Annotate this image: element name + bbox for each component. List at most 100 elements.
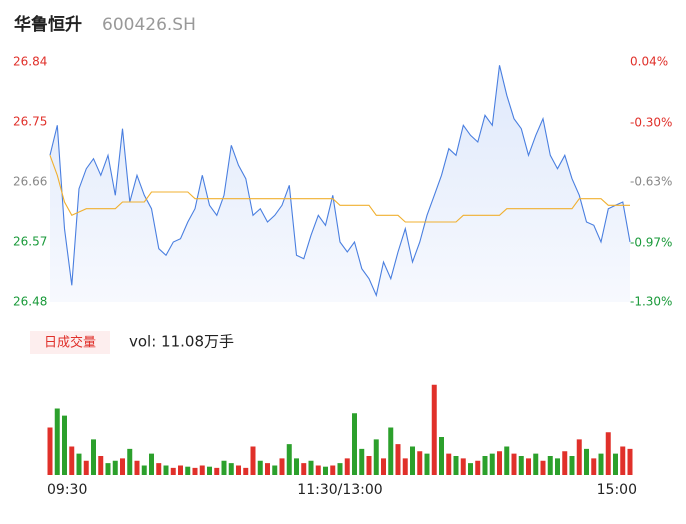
volume-bar	[286, 444, 292, 475]
volume-bar	[120, 458, 125, 475]
x-tick-label: 15:00	[597, 482, 637, 498]
y2-tick-label: -1.30%	[630, 295, 672, 309]
volume-button-label[interactable]: 日成交量	[44, 335, 96, 351]
volume-bar	[54, 408, 60, 475]
y-tick-label: 26.48	[13, 295, 47, 309]
volume-bar	[475, 460, 481, 475]
price-line	[49, 65, 631, 298]
volume-bar	[453, 456, 459, 475]
volume-bar	[562, 451, 568, 475]
volume-bar	[112, 460, 118, 475]
volume-bar	[359, 448, 365, 475]
volume-bar	[257, 460, 263, 475]
volume-bar	[178, 465, 183, 475]
price-area	[50, 65, 630, 302]
volume-bar	[156, 463, 162, 475]
volume-bar	[185, 466, 191, 475]
volume-bar	[584, 448, 589, 475]
volume-bar	[482, 456, 488, 475]
volume-bar	[410, 446, 415, 475]
volume-bar	[330, 465, 336, 475]
volume-bar	[308, 460, 314, 475]
volume-bar	[627, 448, 633, 475]
volume-bar	[294, 458, 299, 475]
volume-bar	[199, 465, 205, 475]
volume-bar	[402, 458, 408, 475]
volume-bar	[228, 463, 234, 475]
volume-bar	[221, 460, 227, 475]
volume-bar	[395, 444, 401, 475]
volume-bar	[207, 466, 212, 475]
y2-tick-label: 0.04%	[630, 55, 668, 69]
volume-bar	[366, 456, 372, 475]
volume-bar	[214, 467, 220, 475]
volume-bar	[460, 458, 466, 475]
volume-bar	[344, 458, 350, 475]
volume-bar	[373, 439, 379, 475]
volume-bar	[555, 458, 560, 475]
volume-bar	[526, 458, 531, 475]
volume-bar	[468, 463, 473, 475]
volume-bar	[511, 453, 517, 475]
volume-bar	[613, 453, 618, 475]
volume-bar	[598, 453, 604, 475]
volume-bar	[417, 451, 423, 475]
y-tick-label: 26.75	[13, 115, 47, 129]
y-tick-label: 26.84	[13, 55, 47, 69]
volume-bar	[76, 453, 82, 475]
volume-bar	[431, 384, 437, 475]
volume-bar	[250, 446, 256, 475]
volume-bar	[540, 460, 546, 475]
volume-bar	[127, 448, 133, 475]
volume-bar	[315, 465, 321, 475]
volume-bar	[98, 456, 104, 475]
x-tick-label: 09:30	[47, 482, 87, 498]
volume-bar	[105, 463, 111, 475]
volume-label: vol: 11.08万手	[129, 333, 234, 351]
volume-bar	[518, 456, 524, 475]
y2-tick-label: -0.30%	[630, 115, 672, 129]
volume-bar	[69, 446, 75, 475]
volume-bar	[134, 460, 140, 475]
volume-bar	[279, 458, 285, 475]
volume-bar	[163, 465, 169, 475]
y-tick-label: 26.66	[13, 175, 47, 189]
volume-bar	[62, 415, 67, 475]
volume-bar	[301, 463, 307, 475]
volume-button[interactable]	[30, 331, 110, 354]
volume-bar	[83, 460, 89, 475]
volume-bar	[446, 453, 452, 475]
volume-bar	[569, 456, 575, 475]
volume-bar	[489, 453, 495, 475]
volume-bar	[352, 413, 357, 475]
volume-bar	[591, 458, 597, 475]
y-tick-label: 26.57	[13, 235, 47, 249]
volume-bar	[533, 453, 539, 475]
volume-bar	[170, 467, 176, 475]
volume-bar	[547, 456, 553, 475]
volume-bar	[388, 427, 394, 475]
volume-bar	[243, 467, 249, 475]
volume-bar	[605, 432, 611, 475]
average-line	[49, 155, 630, 223]
y2-tick-label: -0.63%	[630, 175, 672, 189]
volume-bar	[192, 467, 198, 475]
volume-bar	[439, 437, 444, 475]
volume-bar	[381, 458, 386, 475]
volume-bar	[424, 453, 430, 475]
volume-bar	[265, 463, 270, 475]
volume-bar	[149, 453, 154, 475]
volume-bar	[91, 439, 96, 475]
volume-bar	[47, 427, 53, 475]
x-tick-label: 11:30/13:00	[297, 482, 382, 498]
volume-bar	[504, 446, 510, 475]
volume-bar	[272, 465, 278, 475]
stock-code: 600426.SH	[102, 15, 196, 35]
volume-bar	[236, 465, 241, 475]
volume-bar	[576, 439, 582, 475]
stock-name: 华鲁恒升	[14, 14, 82, 35]
volume-bar	[497, 451, 502, 475]
volume-bar	[141, 465, 147, 475]
volume-bar	[323, 466, 328, 475]
